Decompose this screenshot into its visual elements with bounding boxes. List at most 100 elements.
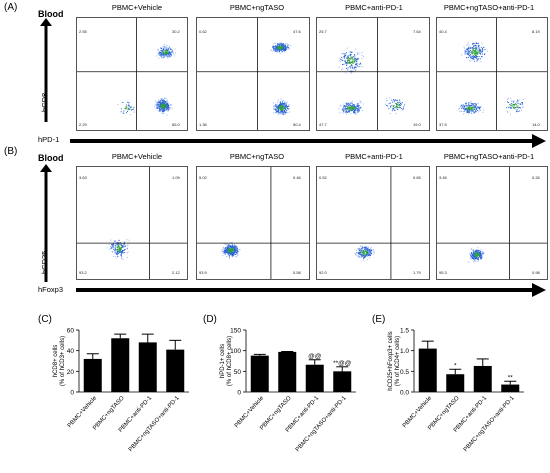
- bar: [278, 351, 297, 392]
- panel-b-flow-dots-3: [317, 167, 429, 279]
- panel-a-q4-ur: 8.19: [532, 29, 540, 34]
- panel-e-letter: (E): [372, 314, 386, 325]
- panel-b-y-arrow: [40, 164, 52, 282]
- category-label: PBMC+Vehicle: [234, 395, 266, 429]
- bar: [305, 364, 324, 392]
- panel-a-x-arrow: [70, 134, 546, 148]
- panel-b-y-label: hCD25: [40, 250, 49, 274]
- bar: [418, 348, 437, 392]
- panel-b-x-arrow: [76, 283, 546, 297]
- bar: [111, 338, 130, 392]
- panel-b-q1-lr: 2.12: [172, 270, 180, 275]
- y-tick-label: 1.0: [400, 348, 409, 355]
- panel-b-letter: (B): [4, 146, 18, 157]
- panel-b-q2-lr: 0.58: [293, 270, 301, 275]
- panel-a-flow-dots-1: [77, 18, 187, 130]
- y-tick-label: 100: [230, 348, 241, 355]
- y-axis-label: hPD-1+ cells(% of hCD8+ cells): [220, 336, 233, 386]
- panel-b-flow-dots-1: [77, 167, 187, 279]
- panel-a-q4-lr: 14.0: [532, 122, 540, 127]
- category-label: PBMC+Vehicle: [402, 395, 434, 429]
- panel-a-flow-plot-4: [436, 17, 548, 131]
- panel-b-cond-2: PBMC+ngTASO: [229, 152, 285, 161]
- panel-b-q1-ul: 3.63: [79, 175, 87, 180]
- panel-b-tissue: Blood: [38, 153, 64, 163]
- category-label: PBMC+ngTASO+anti-PD-1: [463, 395, 516, 453]
- bar: [501, 384, 520, 392]
- panel-a-flow-dots-3: [317, 18, 429, 130]
- panel-a-q3-ll: 47.7: [319, 122, 327, 127]
- bar: [166, 349, 185, 392]
- panel-a-cond-4: PBMC+ngTASO+anti-PD-1: [443, 3, 535, 12]
- bar: [333, 371, 352, 392]
- bar: [83, 358, 102, 392]
- panel-a-q1-ll: 2.29: [79, 122, 87, 127]
- panel-a-y-arrow: [40, 18, 52, 122]
- panel-b-q2-ur: 0.46: [293, 175, 301, 180]
- panel-b-q3-ll: 92.0: [319, 270, 327, 275]
- panel-b-flow-dots-2: [197, 167, 309, 279]
- panel-a-q3-ul: 25.7: [319, 29, 327, 34]
- panel-b-x-label: hFoxp3: [38, 285, 64, 294]
- y-tick-label: 20: [67, 369, 75, 376]
- significance-label: *: [454, 362, 457, 369]
- bar: [446, 374, 465, 392]
- panel-a-x-label: hPD-1: [38, 135, 60, 144]
- panel-a-y-label: hCD8: [40, 92, 49, 112]
- panel-a-cond-1: PBMC+Vehicle: [111, 3, 163, 12]
- panel-a-q1-ul: 2.55: [79, 29, 87, 34]
- panel-a-flow-plot-3: [316, 17, 430, 131]
- panel-b-q4-ur: 0.26: [532, 175, 540, 180]
- y-tick-label: 0.5: [400, 369, 409, 376]
- y-axis-label: hCD25+hFoxp3+ cells(% of hCD4+ cells): [388, 331, 401, 390]
- y-tick-label: 60: [67, 328, 75, 335]
- panel-a-q4-ul: 40.4: [439, 29, 447, 34]
- y-tick-label: 50: [234, 369, 242, 376]
- panel-c-letter: (C): [38, 314, 52, 325]
- panel-a-flow-dots-4: [437, 18, 547, 130]
- y-tick-label: 40: [67, 348, 75, 355]
- panel-a-flow-plot-2: [196, 17, 310, 131]
- panel-a-q1-lr: 65.0: [172, 122, 180, 127]
- panel-b-q3-ul: 0.52: [319, 175, 327, 180]
- panel-a-q4-ll: 37.5: [439, 122, 447, 127]
- y-tick-label: 1.5: [400, 328, 409, 335]
- panel-b-q1-ll: 93.2: [79, 270, 87, 275]
- panel-a-q3-lr: 19.0: [413, 122, 421, 127]
- panel-b-flow-dots-4: [437, 167, 547, 279]
- panel-b-q4-ul: 3.46: [439, 175, 447, 180]
- panel-a-q2-lr: 50.4: [293, 122, 301, 127]
- panel-b-cond-3: PBMC+anti-PD-1: [345, 152, 403, 161]
- panel-b-flow-plot-1: [76, 166, 188, 280]
- y-tick-label: 0.0: [400, 390, 409, 397]
- bar: [250, 355, 269, 392]
- significance-label: **: [508, 374, 514, 381]
- panel-b-cond-4: PBMC+ngTASO+anti-PD-1: [443, 152, 535, 161]
- panel-a-cond-3: PBMC+anti-PD-1: [345, 3, 403, 12]
- panel-b-flow-plot-2: [196, 166, 310, 280]
- y-axis-label: hCD8+ cells(% of hCD3+ cells): [53, 336, 66, 386]
- panel-d-letter: (D): [203, 314, 217, 325]
- y-tick-label: 0: [70, 390, 74, 397]
- category-label: PBMC+ngTASO+anti-PD-1: [128, 395, 181, 453]
- panel-a-q2-ul: 0.62: [199, 29, 207, 34]
- panel-a-q1-ur: 30.2: [172, 29, 180, 34]
- panel-a-flow-plot-1: [76, 17, 188, 131]
- panel-a-q2-ll: 1.36: [199, 122, 207, 127]
- panel-b-q4-ll: 95.3: [439, 270, 447, 275]
- panel-a-q2-ur: 47.6: [293, 29, 301, 34]
- panel-a-cond-2: PBMC+ngTASO: [229, 3, 285, 12]
- panel-b-flow-plot-4: [436, 166, 548, 280]
- panel-b-q2-ul: 5.02: [199, 175, 207, 180]
- panel-a-letter: (A): [4, 2, 18, 13]
- significance-label: **@@: [333, 360, 352, 367]
- category-label: PBMC+Vehicle: [67, 395, 99, 429]
- panel-b-flow-plot-3: [316, 166, 430, 280]
- panel-b-cond-1: PBMC+Vehicle: [111, 152, 163, 161]
- significance-label: @@: [308, 353, 322, 360]
- panel-b-q4-lr: 0.98: [532, 270, 540, 275]
- panel-b-q3-lr: 1.79: [413, 270, 421, 275]
